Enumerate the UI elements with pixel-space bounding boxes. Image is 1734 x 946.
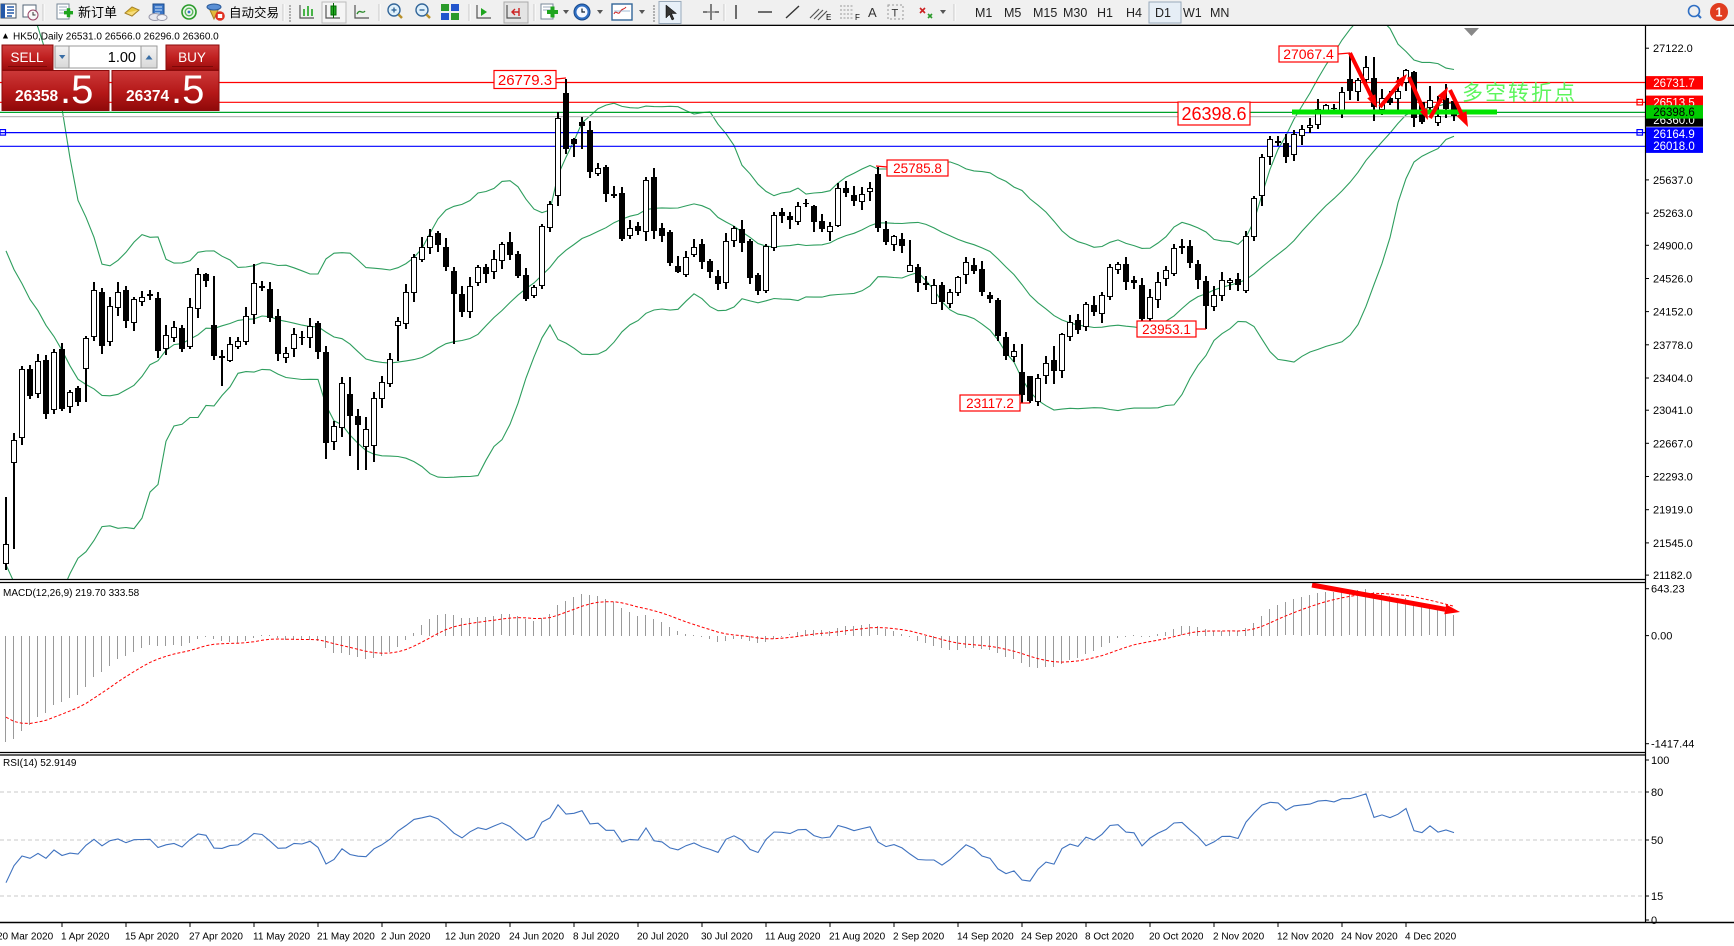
svg-text:1: 1 [1716,6,1723,20]
svg-text:M15: M15 [1033,6,1057,20]
svg-text:H4: H4 [1126,6,1142,20]
svg-text:BUY: BUY [178,50,206,65]
svg-text:24 Sep 2020: 24 Sep 2020 [1021,932,1078,943]
svg-text:24 Nov 2020: 24 Nov 2020 [1341,932,1398,943]
svg-text:SELL: SELL [10,50,44,65]
svg-text:T: T [892,8,899,20]
svg-text:21 May 2020: 21 May 2020 [317,932,375,943]
svg-text:22293.0: 22293.0 [1653,472,1693,484]
svg-text:25785.8: 25785.8 [893,161,942,176]
svg-text:F: F [855,13,860,22]
svg-text:自动交易: 自动交易 [229,5,279,20]
svg-text:M5: M5 [1004,6,1021,20]
svg-text:.5: .5 [171,68,204,112]
svg-text:26018.0: 26018.0 [1653,141,1695,153]
svg-text:27 Apr 2020: 27 Apr 2020 [189,932,243,943]
svg-text:23953.1: 23953.1 [1142,322,1191,337]
svg-text:0.00: 0.00 [1651,631,1672,643]
svg-text:26398.6: 26398.6 [1181,104,1246,124]
svg-text:643.23: 643.23 [1651,584,1685,596]
svg-text:27067.4: 27067.4 [1283,46,1334,62]
svg-text:4 Dec 2020: 4 Dec 2020 [1405,932,1457,943]
svg-text:26731.7: 26731.7 [1653,78,1695,90]
svg-text:▲: ▲ [1,31,10,41]
svg-text:1 Apr 2020: 1 Apr 2020 [61,932,110,943]
svg-text:-1417.44: -1417.44 [1651,739,1694,751]
svg-text:11 Aug 2020: 11 Aug 2020 [765,932,821,943]
svg-text:24900.0: 24900.0 [1653,240,1693,252]
svg-text:26398.6: 26398.6 [1653,107,1695,119]
svg-text:21919.0: 21919.0 [1653,505,1693,517]
svg-text:30 Jul 2020: 30 Jul 2020 [701,932,753,943]
svg-text:21545.0: 21545.0 [1653,538,1693,550]
svg-text:多空转折点: 多空转折点 [1462,82,1577,105]
svg-text:8 Jul 2020: 8 Jul 2020 [573,932,620,943]
svg-text:25263.0: 25263.0 [1653,208,1693,220]
svg-text:1.00: 1.00 [108,50,136,66]
svg-text:MACD(12,26,9) 219.70 333.58: MACD(12,26,9) 219.70 333.58 [3,588,140,599]
svg-text:0: 0 [1651,915,1657,927]
svg-text:26164.9: 26164.9 [1653,129,1695,141]
svg-text:26374: 26374 [126,88,169,105]
svg-text:2 Jun 2020: 2 Jun 2020 [381,932,431,943]
svg-text:23778.0: 23778.0 [1653,340,1693,352]
svg-text:11 May 2020: 11 May 2020 [253,932,311,943]
svg-text:24152.0: 24152.0 [1653,307,1693,319]
svg-text:20 Jul 2020: 20 Jul 2020 [637,932,689,943]
svg-text:20 Oct 2020: 20 Oct 2020 [1149,932,1204,943]
svg-text:2 Sep 2020: 2 Sep 2020 [893,932,945,943]
svg-text:M1: M1 [975,6,992,20]
svg-text:26779.3: 26779.3 [498,72,552,89]
svg-text:8 Oct 2020: 8 Oct 2020 [1085,932,1134,943]
svg-text:.5: .5 [60,68,93,112]
svg-text:W1: W1 [1183,6,1202,20]
svg-text:M30: M30 [1063,6,1087,20]
svg-text:100: 100 [1651,755,1669,767]
svg-text:14 Sep 2020: 14 Sep 2020 [957,932,1014,943]
svg-text:22667.0: 22667.0 [1653,438,1693,450]
svg-text:RSI(14) 52.9149: RSI(14) 52.9149 [3,758,77,769]
svg-text:HK50,Daily 26531.0 26566.0 26: HK50,Daily 26531.0 26566.0 26296.0 26360… [13,32,219,43]
svg-text:15: 15 [1651,891,1663,903]
svg-text:H1: H1 [1097,6,1113,20]
svg-text:21182.0: 21182.0 [1653,570,1692,582]
svg-text:12 Nov 2020: 12 Nov 2020 [1277,932,1334,943]
svg-text:50: 50 [1651,835,1663,847]
svg-text:26358: 26358 [15,88,58,105]
svg-text:24 Jun 2020: 24 Jun 2020 [509,932,564,943]
svg-text:MN: MN [1210,6,1229,20]
svg-text:24526.0: 24526.0 [1653,274,1693,286]
svg-text:E: E [826,13,831,22]
svg-text:15 Apr 2020: 15 Apr 2020 [125,932,179,943]
svg-text:A: A [868,5,877,20]
svg-text:D1: D1 [1155,6,1171,20]
svg-text:25637.0: 25637.0 [1653,175,1693,187]
svg-text:23041.0: 23041.0 [1653,405,1693,417]
svg-text:新订单: 新订单 [78,5,117,20]
svg-text:21 Aug 2020: 21 Aug 2020 [829,932,886,943]
svg-text:20 Mar 2020: 20 Mar 2020 [0,932,54,943]
svg-text:2 Nov 2020: 2 Nov 2020 [1213,932,1265,943]
svg-text:12 Jun 2020: 12 Jun 2020 [445,932,500,943]
svg-text:27122.0: 27122.0 [1653,43,1693,55]
svg-text:80: 80 [1651,787,1663,799]
svg-text:23404.0: 23404.0 [1653,373,1693,385]
svg-text:23117.2: 23117.2 [966,396,1014,411]
